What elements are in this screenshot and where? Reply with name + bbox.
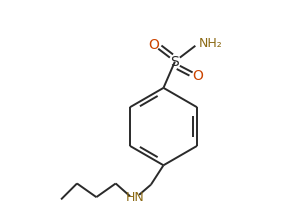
Text: S: S xyxy=(170,55,179,69)
Text: O: O xyxy=(192,69,203,83)
Text: NH₂: NH₂ xyxy=(199,37,223,50)
Text: O: O xyxy=(148,38,159,52)
Text: HN: HN xyxy=(126,191,144,204)
